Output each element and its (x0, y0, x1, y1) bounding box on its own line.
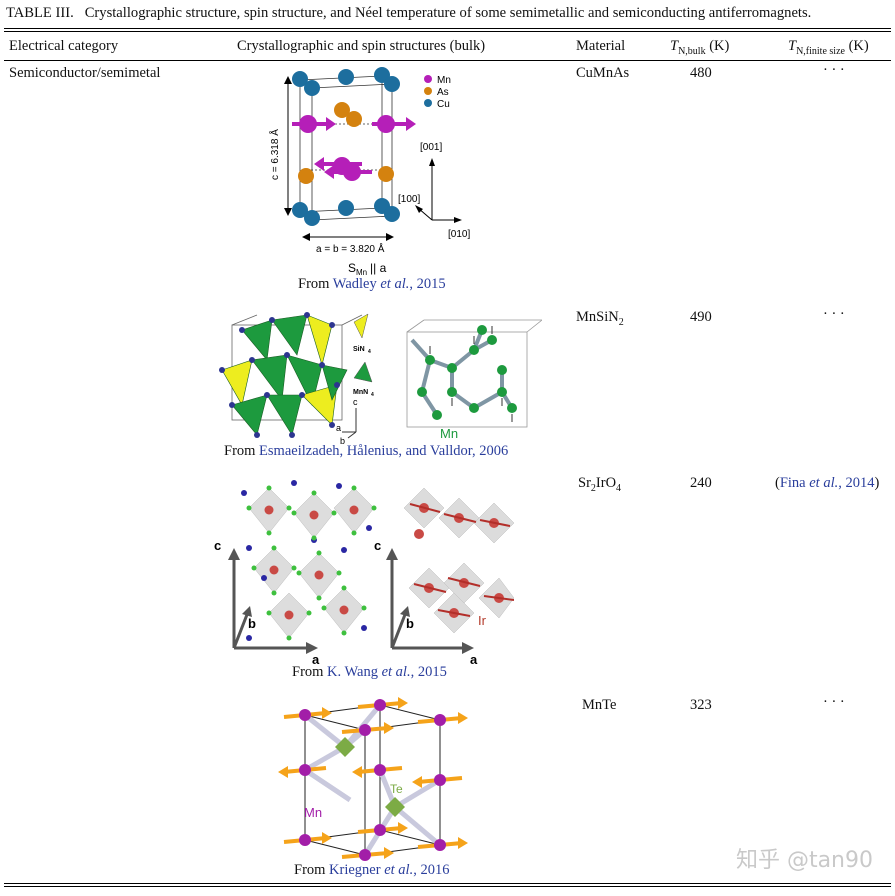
header-tfinite-unit: (K) (848, 38, 869, 54)
svg-text:4: 4 (368, 349, 371, 355)
te-label: Te (390, 782, 403, 796)
credit-link-kriegner[interactable]: Kriegner (329, 862, 385, 878)
caption-text: Crystallographic structure, spin structu… (84, 5, 812, 21)
row3-material-b: IrO (595, 475, 617, 491)
row1-category: Semiconductor/semimetal (9, 65, 161, 81)
row3-axis-a-left: a (312, 652, 320, 664)
header-tfinite-T: T (788, 38, 797, 54)
caption-label: TABLE III. (6, 5, 74, 21)
axis-c-label: c (353, 397, 358, 407)
row3-material-a-sub: 2 (590, 482, 596, 494)
bottom-rule-1 (4, 883, 891, 884)
header-category: Electrical category (9, 38, 119, 54)
mnte-structure-figure: Mn Te (278, 697, 468, 861)
axis-010-label: [010] (448, 229, 470, 240)
row3-credit: From K. Wang et al., 2015 (292, 664, 447, 681)
legend-mn: Mn (437, 75, 451, 86)
credit-link-esmaeilzadeh[interactable]: Esmaeilzadeh, Hålenius, and Valldor, 200… (259, 443, 509, 459)
credit-from-row4: From (294, 862, 330, 878)
watermark: 知乎 @tan90 (735, 848, 873, 873)
credit-link-wang[interactable]: K. Wang (327, 664, 382, 680)
row4-material: MnTe (582, 697, 617, 713)
credit-etal[interactable]: et al. (380, 276, 410, 292)
header-rule (4, 60, 891, 61)
credit-from: From (298, 276, 333, 292)
header-structure: Crystallographic and spin structures (bu… (237, 38, 486, 54)
mnsin2-structure-figure: SiN 4 MnN 4 c a b Mn (219, 312, 542, 445)
row3-tfinite-etal[interactable]: et al. (809, 475, 839, 491)
spin-label-rest: || a (370, 261, 387, 275)
row3-tfinite-close: ) (874, 475, 880, 491)
row1-credit: From Wadley et al., 2015 (298, 276, 446, 293)
c-dimension-label: c = 6.318 Å (268, 129, 281, 180)
ir-label: Ir (478, 613, 487, 628)
credit-year[interactable]: , 2015 (409, 276, 446, 292)
mn-label-row4: Mn (304, 805, 322, 820)
axis-001-label: [001] (420, 142, 442, 153)
sr2iro4-structure-figure: c a b c a b Ir (214, 480, 514, 664)
header-tbulk: TN,bulk (K) (670, 38, 729, 57)
row3-axis-a-right: a (470, 652, 478, 664)
credit-etal-row3[interactable]: et al. (381, 664, 411, 680)
row3-axis-b-right: b (406, 616, 414, 631)
top-rule-1 (4, 28, 891, 29)
row3-tfinite-year[interactable]: , 2014 (838, 475, 875, 491)
credit-link-wadley[interactable]: Wadley (332, 276, 381, 292)
credit-from-row2: From (224, 443, 260, 459)
header-material: Material (576, 38, 626, 54)
row3-tbulk: 240 (690, 475, 712, 491)
credit-year-row4[interactable]: , 2016 (413, 862, 450, 878)
row2-tfinite: · · · (823, 306, 845, 322)
axis-b-label: b (340, 436, 345, 445)
row3-tfinite-link[interactable]: Fina (779, 475, 810, 491)
axis-a-label: a (336, 423, 341, 433)
row1-tfinite: · · · (823, 62, 845, 78)
row2-material-main: MnSiN (576, 309, 619, 325)
row2-credit: From Esmaeilzadeh, Hålenius, and Valldor… (224, 443, 508, 460)
mnn4-label: MnN (353, 389, 368, 396)
header-tbulk-T: T (670, 38, 679, 54)
top-rule-2 (4, 31, 891, 32)
ab-dimension-label: a = b = 3.820 Å (316, 242, 385, 255)
header-tbulk-sub: N,bulk (678, 45, 706, 57)
spin-label-sub: Mn (356, 268, 367, 277)
credit-from-row3: From (292, 664, 328, 680)
row4-credit: From Kriegner et al., 2016 (294, 862, 449, 879)
row1-tbulk: 480 (690, 65, 712, 81)
row2-material-sub: 2 (618, 316, 624, 328)
credit-year-row3[interactable]: , 2015 (410, 664, 447, 680)
row3-axis-c-right: c (374, 538, 381, 553)
bottom-rule-2 (4, 886, 891, 887)
axis-100-label: [100] (398, 194, 420, 205)
row2-material: MnSiN2 (576, 309, 624, 328)
legend-cu: Cu (437, 99, 450, 110)
svg-text:4: 4 (371, 392, 374, 398)
header-tfinite: TN,finite size (K) (788, 38, 869, 57)
sin4-label: SiN (353, 346, 365, 353)
row4-tfinite: · · · (823, 694, 845, 710)
row3-axis-c-left: c (214, 538, 221, 553)
cumnas-structure-figure: Mn As Cu c = 6.318 Å (268, 67, 470, 277)
table-caption: TABLE III. Crystallographic structure, s… (6, 5, 811, 22)
row3-material-b-sub: 4 (616, 482, 622, 494)
row3-tfinite-open: ( (775, 475, 780, 491)
row1-material: CuMnAs (576, 65, 630, 81)
row2-tbulk: 490 (690, 309, 712, 325)
credit-etal-row4[interactable]: et al. (384, 862, 414, 878)
mn-label-row2: Mn (440, 426, 458, 441)
legend-as: As (437, 87, 449, 98)
spin-label-s: S (348, 261, 356, 275)
row3-material: Sr2IrO4 (578, 475, 621, 494)
header-tfinite-sub: N,finite size (796, 45, 845, 57)
row3-tfinite: (Fina et al., 2014) (775, 475, 879, 492)
header-tbulk-unit: (K) (709, 38, 730, 54)
row3-material-a: Sr (578, 475, 591, 491)
row4-tbulk: 323 (690, 697, 712, 713)
row3-axis-b-left: b (248, 616, 256, 631)
